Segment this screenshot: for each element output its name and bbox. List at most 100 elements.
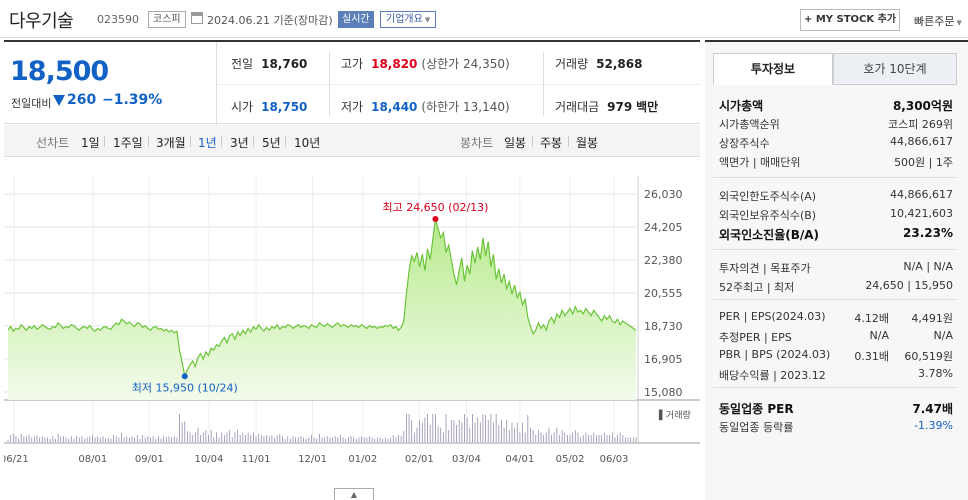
info-key: 시가총액순위 bbox=[719, 118, 780, 131]
divider bbox=[713, 249, 957, 250]
y-tick-label: 24,205 bbox=[644, 221, 683, 234]
lower-limit: (하한가 13,140) bbox=[421, 100, 510, 114]
info-row: 동일업종 PER 7.47배 bbox=[713, 400, 957, 418]
amount-label: 거래대금 bbox=[555, 100, 600, 114]
info-key: 외국인보유주식수(B) bbox=[719, 209, 817, 222]
period-5y[interactable]: 5년 bbox=[262, 136, 281, 150]
x-tick-label: 03/04 bbox=[452, 454, 481, 465]
divider bbox=[190, 136, 191, 147]
change-percent: −1.39% bbox=[102, 92, 163, 108]
prev-close: 전일 18,760 bbox=[231, 55, 307, 72]
info-key: PBR | BPS (2024.03) bbox=[719, 348, 831, 361]
info-row: 외국인소진율(B/A) 23.23% bbox=[713, 226, 957, 244]
period-1w[interactable]: 1주일 bbox=[113, 136, 143, 150]
company-info-dropdown[interactable]: 기업개요 ▼ bbox=[380, 11, 437, 28]
stock-code: 023590 bbox=[97, 13, 139, 26]
info-row: 외국인보유주식수(B) 10,421,603 bbox=[713, 207, 957, 225]
low-marker bbox=[181, 373, 188, 380]
add-mystock-button[interactable]: + MY STOCK 추가 bbox=[800, 9, 900, 31]
down-arrow-icon bbox=[53, 95, 65, 106]
period-3y[interactable]: 3년 bbox=[230, 136, 249, 150]
x-tick-label: 06/21 bbox=[4, 454, 29, 465]
candle-daily[interactable]: 일봉 bbox=[504, 136, 527, 150]
info-value: 7.47배 bbox=[912, 402, 953, 416]
x-tick-label: 11/01 bbox=[242, 454, 271, 465]
info-key: 외국인소진율(B/A) bbox=[719, 228, 820, 242]
quick-order-button[interactable]: 빠른주문 ▼ bbox=[914, 13, 962, 29]
y-tick-label: 26,030 bbox=[644, 188, 683, 201]
info-row: 52주최고 | 최저 24,650 | 15,950 bbox=[713, 279, 957, 297]
divider bbox=[104, 136, 105, 147]
info-row: 동일업종 등락률 -1.39% bbox=[713, 419, 957, 437]
info-row: 시가총액순위 코스피 269위 bbox=[713, 116, 957, 134]
info-value: N/A | N/A bbox=[903, 260, 953, 273]
realtime-button[interactable]: 실시간 bbox=[338, 11, 374, 28]
divider bbox=[253, 136, 254, 147]
chevron-down-icon: ▼ bbox=[956, 19, 962, 27]
info-key: 시가총액 bbox=[719, 99, 764, 113]
volume: 거래량 52,868 bbox=[555, 55, 642, 72]
x-tick-label: 10/04 bbox=[195, 454, 224, 465]
period-1y[interactable]: 1년 bbox=[198, 136, 217, 150]
period-3m[interactable]: 3개월 bbox=[156, 136, 186, 150]
investment-info-panel: 투자정보 호가 10단계 시가총액 8,300억원 시가총액순위 코스피 269위 상장… bbox=[705, 40, 968, 500]
price-area bbox=[8, 219, 636, 400]
prev-close-label: 전일 bbox=[231, 57, 254, 71]
high-label: 고가 bbox=[341, 57, 364, 71]
info-value: -1.39% bbox=[914, 419, 953, 432]
high-value: 18,820 bbox=[371, 57, 418, 71]
divider bbox=[713, 387, 957, 388]
info-value: 44,866,617 bbox=[890, 135, 953, 148]
low-label: 저가 bbox=[341, 100, 364, 114]
stock-name: 다우기술 bbox=[9, 11, 74, 32]
y-tick-label: 18,730 bbox=[644, 320, 683, 333]
open-label: 시가 bbox=[231, 100, 254, 114]
divider bbox=[568, 136, 569, 147]
price-stats: 전일 18,760 고가 18,820 (상한가 24,350) 거래량 52,868 … bbox=[216, 42, 701, 126]
y-tick-label: 22,380 bbox=[644, 254, 683, 267]
chevron-down-icon: ▼ bbox=[424, 16, 431, 24]
high-price: 고가 18,820 (상한가 24,350) bbox=[341, 55, 510, 72]
x-tick-label: 08/01 bbox=[78, 454, 107, 465]
x-tick-label: 12/01 bbox=[298, 454, 327, 465]
info-value: 10,421,603 bbox=[890, 207, 953, 220]
base-date: 2024.06.21 기준(장마감) bbox=[207, 14, 333, 27]
chevron-up-icon: ▲ bbox=[350, 490, 358, 499]
volume-label: ▌거래량 bbox=[658, 409, 691, 421]
info-value: 3.78% bbox=[918, 367, 953, 380]
prev-close-value: 18,760 bbox=[261, 57, 308, 71]
line-chart-label: 선차트 bbox=[36, 136, 70, 150]
candle-monthly[interactable]: 월봉 bbox=[576, 136, 599, 150]
tab-order-book[interactable]: 호가 10단계 bbox=[833, 53, 957, 85]
amount-unit: 백만 bbox=[636, 100, 659, 114]
info-value: 0.31배 bbox=[854, 350, 889, 363]
period-10y[interactable]: 10년 bbox=[294, 136, 321, 150]
candle-weekly[interactable]: 주봉 bbox=[540, 136, 563, 150]
info-row: 시가총액 8,300억원 bbox=[713, 97, 957, 115]
info-value: 4,491원 bbox=[911, 312, 953, 325]
info-row: PER | EPS(2024.03) 4.12배 4,491원 bbox=[713, 310, 957, 328]
collapse-chart-button[interactable]: ▲ bbox=[334, 488, 374, 500]
info-value: 4.12배 bbox=[854, 312, 889, 325]
low-price: 저가 18,440 (하한가 13,140) bbox=[341, 98, 510, 115]
divider bbox=[713, 177, 957, 178]
price-summary: 18,500 전일대비 260 −1.39% 전일 18,760 고가 18,820… bbox=[4, 40, 701, 126]
volume-label: 거래량 bbox=[555, 57, 589, 71]
info-value: 500원 | 1주 bbox=[894, 156, 953, 169]
x-tick-label: 02/01 bbox=[405, 454, 434, 465]
divider bbox=[221, 136, 222, 147]
low-value: 18,440 bbox=[371, 100, 418, 114]
info-row: 추정PER | EPS N/A N/A bbox=[713, 329, 957, 347]
info-row: 배당수익률 | 2023.12 3.78% bbox=[713, 367, 957, 385]
candle-chart-label: 봉차트 bbox=[460, 136, 494, 150]
info-key: 상장주식수 bbox=[719, 137, 770, 150]
tab-investment-info[interactable]: 투자정보 bbox=[713, 53, 833, 85]
divider bbox=[543, 52, 544, 116]
info-tabs: 투자정보 호가 10단계 bbox=[713, 53, 957, 85]
info-key: PER | EPS(2024.03) bbox=[719, 310, 826, 323]
calendar-icon bbox=[191, 12, 203, 24]
company-info-label: 기업개요 bbox=[386, 14, 423, 25]
info-row: 상장주식수 44,866,617 bbox=[713, 135, 957, 153]
period-1d[interactable]: 1일 bbox=[81, 136, 100, 150]
info-key: 액면가 | 매매단위 bbox=[719, 156, 801, 169]
